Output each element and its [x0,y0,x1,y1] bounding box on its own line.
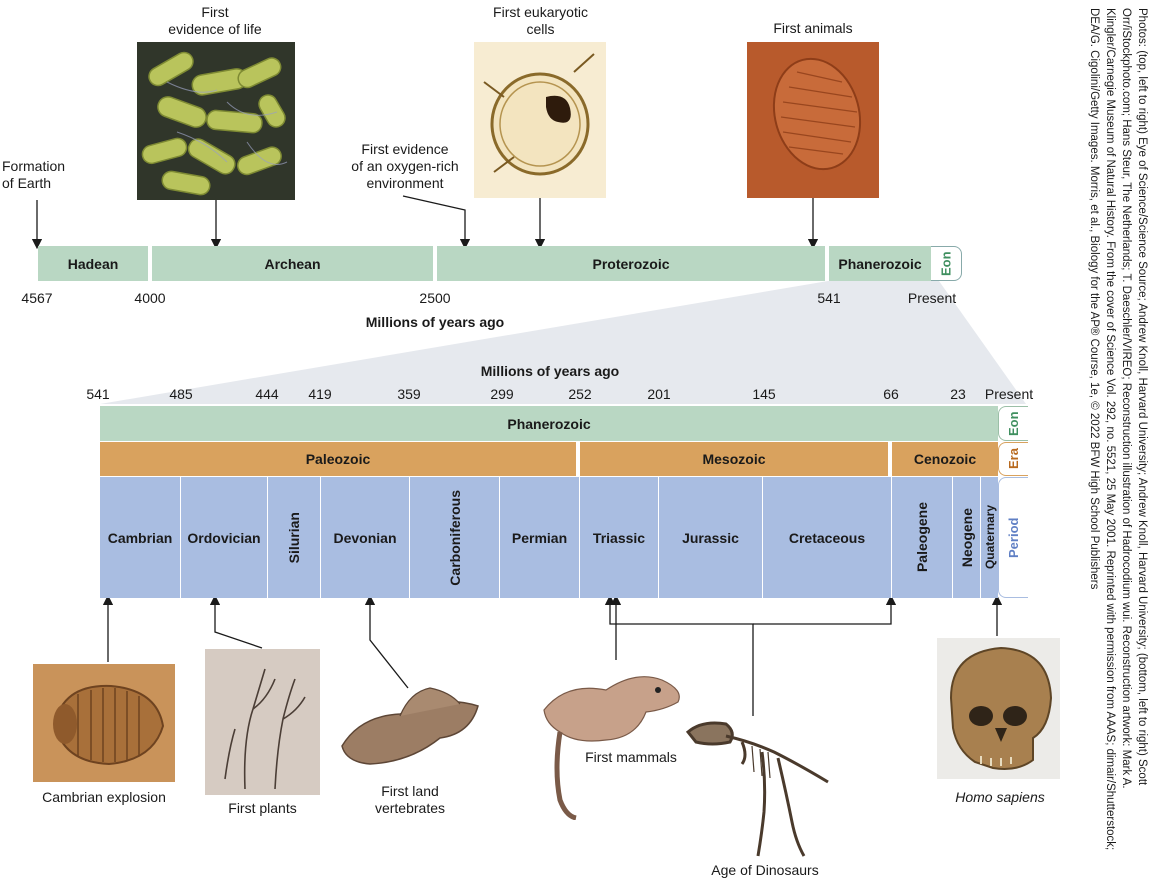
period-silurian: Silurian [286,511,302,564]
trilobite-illustration [33,664,175,782]
bottom-axis-label: Millions of years ago [480,363,620,379]
first-land-vertebrates-label: First land vertebrates [374,783,446,816]
homo-sapiens-label: Homo sapiens [955,789,1045,805]
btick-66: 66 [883,386,899,402]
cambrian-explosion-label: Cambrian explosion [42,789,166,805]
dinosaurs-arrow-left [604,594,754,716]
homo-sapiens-skull-photo [937,638,1060,779]
plants-arrow [209,594,263,649]
first-plants-label: First plants [228,800,297,816]
dinosaurs-arrow-right [753,594,897,625]
btick-359: 359 [397,386,421,402]
tick-541: 541 [817,290,841,306]
zoom-wedge [100,281,1026,404]
formation-of-earth-label: Formation of Earth [2,158,66,191]
eon-proterozoic: Proterozoic [437,246,825,281]
photo-credits-text: Photos: (top, left to right) Eye of Scie… [1088,8,1148,851]
btick-201: 201 [647,386,671,402]
period-tag: Period [998,477,1028,598]
btick-252: 252 [568,386,592,402]
tick-present: Present [907,290,957,306]
period-paleogene-box: Paleogene [892,477,953,598]
period-cambrian: Cambrian [100,477,181,598]
tick-4000: 4000 [134,290,166,306]
period-neogene: Neogene [958,507,975,568]
btick-299: 299 [490,386,514,402]
tiktaalik-illustration [341,687,479,765]
hadrocodium-illustration [543,676,680,820]
period-cretaceous: Cretaceous [763,477,892,598]
period-neogene-box: Neogene [953,477,981,598]
mammal-photo [536,660,686,820]
bacteria-photo [137,42,295,200]
animals-label: First animals [773,20,853,36]
btick-485: 485 [169,386,193,402]
land-vertebrate-photo [340,686,480,766]
top-axis-label: Millions of years ago [365,314,505,330]
plant-fossil-illustration [205,649,320,795]
period-jurassic: Jurassic [659,477,763,598]
btick-145: 145 [752,386,776,402]
tick-4567: 4567 [21,290,53,306]
btick-23: 23 [950,386,966,402]
period-carboniferous: Carboniferous [446,489,463,586]
period-ordovician: Ordovician [181,477,268,598]
first-mammals-label: First mammals [585,749,677,765]
age-of-dinosaurs-label: Age of Dinosaurs [711,862,819,878]
oxygen-label: First evidence of an oxygen-rich environ… [351,141,459,191]
btick-444: 444 [255,386,279,402]
dinosaur-photo [682,712,832,860]
btick-541: 541 [86,386,110,402]
era-paleozoic: Paleozoic [100,442,578,476]
period-quaternary: Quaternary [982,505,997,570]
vertebrates-arrow [364,594,409,689]
eon-phanerozoic: Phanerozoic [829,246,931,281]
skull-illustration [937,638,1060,779]
trex-skeleton-illustration [685,721,829,857]
era-cenozoic: Cenozoic [892,442,998,476]
plants-fossil-photo [205,649,320,795]
trilobite-photo [33,664,175,782]
period-silurian-box: Silurian [268,477,321,598]
bacteria-illustration [137,42,295,200]
animal-fossil-photo [747,42,879,198]
eon-tag: Eon [998,406,1028,441]
first-life-label: First evidence of life [168,4,262,37]
eon-archean: Archean [152,246,433,281]
eukaryotic-cell-photo [474,42,606,198]
period-devonian: Devonian [321,477,410,598]
period-quaternary-box: Quaternary [981,477,998,598]
tick-2500: 2500 [419,290,451,306]
eukaryotic-cell-illustration [474,42,606,198]
bottom-eon-phanerozoic: Phanerozoic [100,406,998,441]
eon-tag-top: Eon [931,246,962,281]
era-mesozoic: Mesozoic [580,442,890,476]
period-permian: Permian [500,477,580,598]
period-paleogene: Paleogene [914,502,930,573]
era-tag: Era [998,442,1028,476]
eukaryotic-label: First eukaryotic cells [493,4,588,37]
eon-hadean: Hadean [38,246,148,281]
btick-present: Present [984,386,1034,402]
btick-419: 419 [308,386,332,402]
period-triassic: Triassic [580,477,659,598]
photo-credits: Photos: (top, left to right) Eye of Scie… [1068,8,1150,874]
period-carboniferous-box: Carboniferous [410,477,500,598]
dickinsonia-illustration [747,42,879,198]
oxygen-arrow [402,195,471,250]
